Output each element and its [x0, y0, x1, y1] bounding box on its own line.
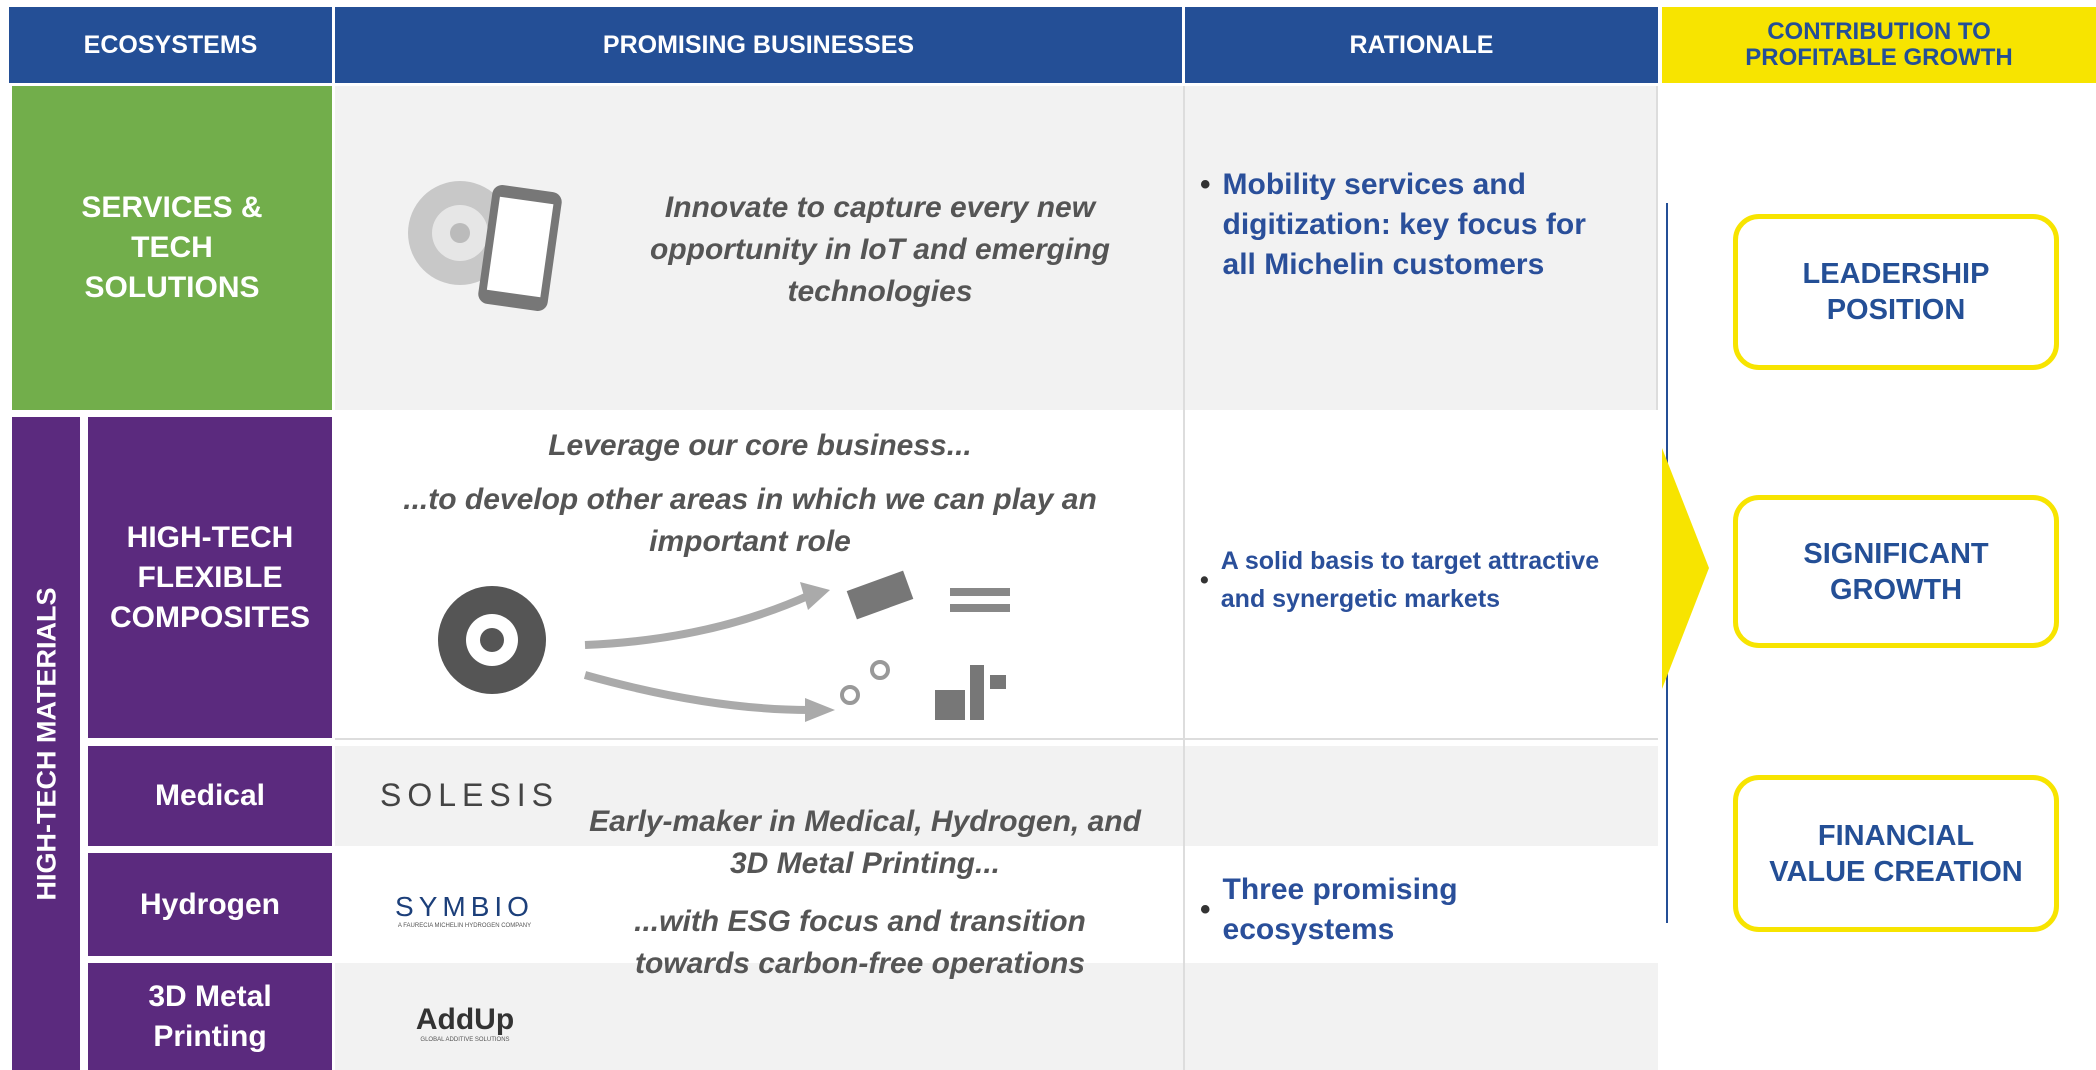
logo-text: AddUp — [415, 1002, 515, 1036]
ecosystem-label: Medical — [88, 746, 332, 846]
ecosystem-label: HIGH-TECH FLEXIBLE COMPOSITES — [88, 417, 332, 738]
symbio-logo: SYMBIO A FAURECIA MICHELIN HYDROGEN COMP… — [362, 880, 567, 940]
business-text: Innovate to capture every new opportunit… — [650, 191, 1110, 308]
contribution-box: SIGNIFICANT GROWTH — [1733, 495, 2059, 648]
rationale-text: Mobility services and digitization: key … — [1222, 168, 1586, 281]
addup-logo: AddUp GLOBAL ADDITIVE SOLUTIONS — [410, 985, 520, 1060]
row-bg — [335, 963, 1658, 1070]
logo-tagline: GLOBAL ADDITIVE SOLUTIONS — [420, 1036, 510, 1043]
business-text: Early-maker in Medical, Hydrogen, and 3D… — [589, 805, 1141, 880]
rationale-text: Three promising ecosystems — [1200, 870, 1620, 950]
rationale-text: Three promising ecosystems — [1222, 873, 1458, 946]
header-cell: RATIONALE — [1185, 7, 1658, 83]
row-bg — [335, 746, 1658, 846]
logo-tagline: A FAURECIA MICHELIN HYDROGEN COMPANY — [397, 923, 532, 929]
rationale-text: A solid basis to target attractive and s… — [1220, 547, 1600, 613]
contribution-box: LEADERSHIP POSITION — [1733, 214, 2059, 370]
rationale-text: Mobility services and digitization: key … — [1200, 165, 1620, 335]
ecosystem-label: Hydrogen — [88, 853, 332, 956]
business-text: Leverage our core business... — [548, 429, 972, 462]
ecosystem-label: SERVICES & TECH SOLUTIONS — [12, 86, 332, 410]
logo-text: SYMBIO — [395, 891, 534, 922]
divider — [1183, 86, 1185, 1070]
arrow — [1662, 448, 1709, 689]
ecosystem-label: 3D Metal Printing — [88, 963, 332, 1070]
group-label: HIGH-TECH MATERIALS — [31, 587, 62, 900]
header-cell: ECOSYSTEMS — [9, 7, 332, 83]
header-cell: PROMISING BUSINESSES — [335, 7, 1182, 83]
group-bar: HIGH-TECH MATERIALS — [12, 417, 80, 1070]
contribution-box: FINANCIAL VALUE CREATION — [1733, 775, 2059, 932]
business-text: ...to develop other areas in which we ca… — [403, 483, 1097, 558]
business-text: ...with ESG focus and transition towards… — [634, 905, 1086, 980]
tire-phone-icon — [408, 181, 562, 311]
diversification-icon — [438, 570, 1010, 722]
solesis-logo: SOLESIS — [380, 776, 559, 813]
header-cell: CONTRIBUTION TO PROFITABLE GROWTH — [1662, 7, 2096, 83]
rationale-text: A solid basis to target attractive and s… — [1200, 520, 1620, 640]
